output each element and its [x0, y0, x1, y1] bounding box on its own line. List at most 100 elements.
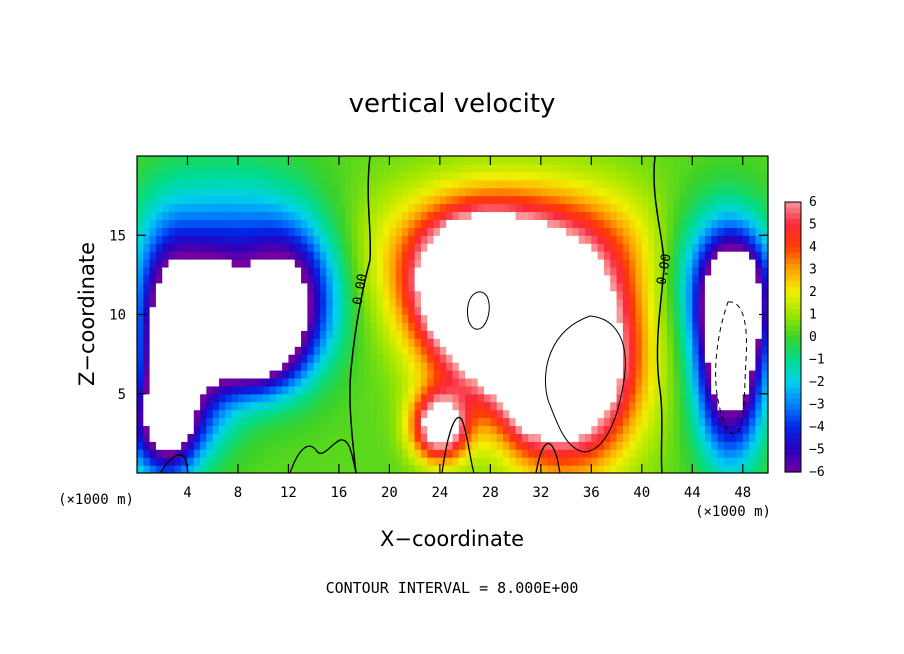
field-cell [490, 290, 498, 300]
field-cell [155, 441, 163, 450]
field-cell [534, 401, 542, 411]
field-cell [389, 465, 397, 473]
field-cell [414, 346, 422, 355]
field-cell [534, 425, 542, 434]
field-cell [351, 235, 359, 244]
field-cell [490, 425, 498, 434]
field-cell [282, 306, 290, 316]
field-cell [269, 465, 277, 473]
field-cell [616, 298, 624, 308]
field-cell [502, 441, 510, 450]
field-cell [502, 163, 510, 173]
field-cell [181, 306, 189, 316]
field-cell [376, 385, 384, 395]
field-cell [389, 171, 397, 181]
field-cell [723, 171, 731, 181]
field-cell [635, 235, 643, 244]
field-cell [667, 290, 674, 300]
field-cell [193, 156, 201, 165]
field-cell [187, 290, 195, 300]
field-cell [603, 346, 611, 355]
field-cell [370, 465, 378, 473]
field-cell [162, 298, 170, 308]
field-cell [465, 457, 473, 466]
field-cell [319, 290, 327, 300]
field-cell [200, 290, 208, 300]
field-cell [414, 219, 422, 228]
field-cell [206, 298, 214, 308]
field-cell [383, 211, 390, 220]
field-cell [559, 259, 567, 268]
field-cell [534, 266, 542, 276]
field-cell [282, 354, 290, 363]
field-cell [206, 409, 214, 419]
field-cell [679, 163, 687, 173]
field-cell [402, 385, 409, 395]
field-cell [477, 338, 485, 347]
field-cell [452, 354, 460, 363]
field-cell [679, 377, 687, 387]
field-cell [540, 187, 548, 197]
field-cell [383, 369, 390, 379]
field-cell [717, 346, 725, 355]
field-cell [534, 354, 542, 363]
field-cell [559, 282, 567, 292]
field-cell [572, 401, 580, 411]
field-cell [452, 156, 460, 165]
field-cell [749, 203, 756, 213]
field-cell [345, 171, 353, 181]
field-cell [319, 314, 327, 324]
bottom-contour-d [535, 442, 561, 473]
field-cell [648, 338, 656, 347]
field-cell [692, 171, 700, 181]
field-cell [585, 235, 592, 244]
field-cell [730, 314, 738, 324]
field-cell [307, 314, 315, 324]
field-cell [383, 266, 390, 276]
field-cell [313, 235, 321, 244]
field-cell [187, 362, 195, 371]
field-cell [376, 266, 384, 276]
field-cell [616, 290, 624, 300]
field-cell [673, 362, 681, 371]
field-cell [730, 338, 738, 347]
field-cell [351, 195, 359, 205]
field-cell [433, 171, 441, 181]
field-cell [200, 306, 208, 316]
field-cell [572, 457, 580, 466]
field-cell [149, 417, 157, 427]
field-cell [319, 171, 327, 181]
field-cell [685, 235, 693, 244]
field-cell [402, 465, 409, 473]
field-cell [376, 377, 384, 387]
field-cell [364, 377, 372, 387]
field-cell [162, 362, 170, 371]
field-cell [439, 330, 447, 339]
field-cell [174, 417, 182, 427]
field-cell [477, 187, 485, 197]
field-cell [269, 433, 277, 442]
field-cell [559, 346, 567, 355]
field-cell [319, 377, 327, 387]
field-cell [231, 179, 239, 189]
field-cell [212, 298, 220, 308]
field-cell [364, 346, 372, 355]
field-cell [502, 274, 510, 284]
field-cell [408, 354, 416, 363]
field-cell [319, 385, 327, 395]
field-cell [761, 235, 768, 244]
field-cell [162, 282, 170, 292]
field-cell [250, 243, 258, 252]
field-cell [540, 393, 548, 403]
field-cell [641, 457, 649, 466]
field-cell [319, 393, 327, 403]
field-cell [521, 385, 529, 395]
field-cell [540, 369, 548, 379]
field-cell [244, 409, 252, 419]
field-cell [294, 163, 302, 173]
field-cell [742, 179, 750, 189]
field-cell [578, 401, 586, 411]
field-cell [326, 298, 334, 308]
field-cell [313, 362, 321, 371]
field-cell [319, 465, 327, 473]
